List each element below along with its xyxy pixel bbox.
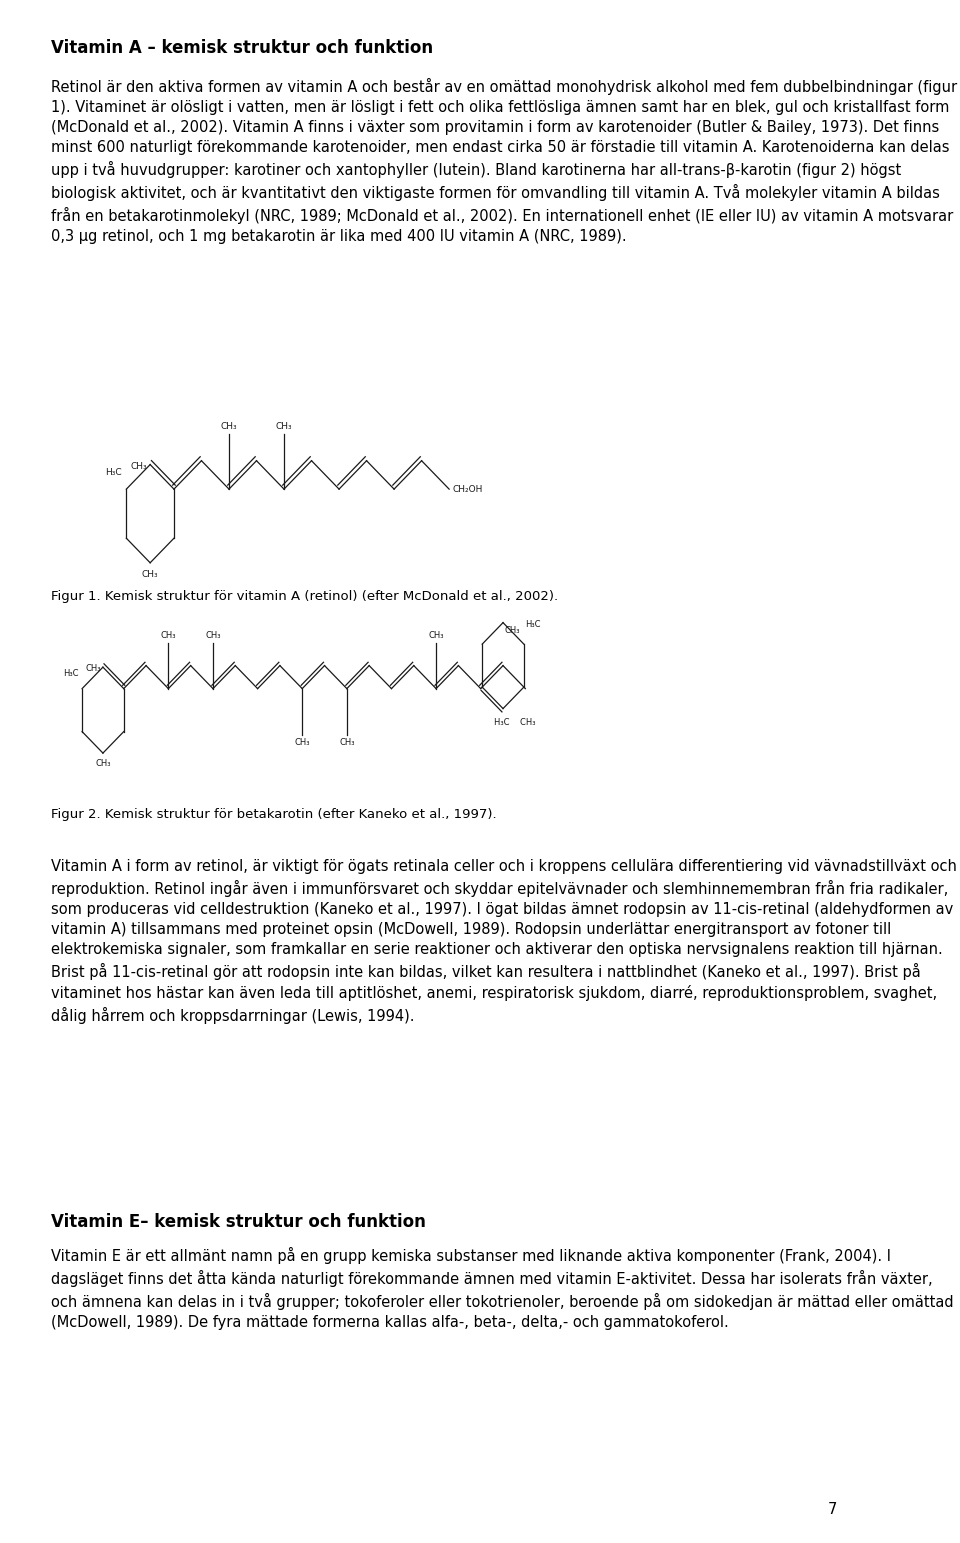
Text: H₃C: H₃C [63, 668, 79, 677]
Text: CH₃: CH₃ [428, 631, 444, 639]
Text: H₃C: H₃C [525, 620, 541, 630]
Text: CH₃: CH₃ [504, 626, 519, 634]
Text: CH₃: CH₃ [276, 421, 293, 430]
Text: 7: 7 [828, 1503, 837, 1517]
Text: CH₃: CH₃ [160, 631, 176, 639]
Text: CH₃: CH₃ [295, 738, 310, 747]
Text: Figur 1. Kemisk struktur för vitamin A (retinol) (efter McDonald et al., 2002).: Figur 1. Kemisk struktur för vitamin A (… [52, 591, 559, 603]
Text: Figur 2. Kemisk struktur för betakarotin (efter Kaneko et al., 1997).: Figur 2. Kemisk struktur för betakarotin… [52, 809, 497, 821]
Text: Vitamin A i form av retinol, är viktigt för ögats retinala celler och i kroppens: Vitamin A i form av retinol, är viktigt … [52, 859, 957, 1025]
Text: Vitamin E är ett allmänt namn på en grupp kemiska substanser med liknande aktiva: Vitamin E är ett allmänt namn på en grup… [52, 1247, 954, 1330]
Text: Vitamin E– kemisk struktur och funktion: Vitamin E– kemisk struktur och funktion [52, 1213, 426, 1231]
Text: CH₃: CH₃ [221, 421, 237, 430]
Text: CH₃: CH₃ [131, 461, 147, 471]
Text: CH₃: CH₃ [205, 631, 221, 639]
Text: Vitamin A – kemisk struktur och funktion: Vitamin A – kemisk struktur och funktion [52, 40, 434, 57]
Text: H₃C: H₃C [106, 468, 122, 477]
Text: CH₃: CH₃ [85, 665, 101, 673]
Text: CH₃: CH₃ [95, 759, 110, 768]
Text: CH₃: CH₃ [339, 738, 354, 747]
Text: CH₂OH: CH₂OH [452, 485, 483, 494]
Text: H₃C    CH₃: H₃C CH₃ [494, 717, 536, 727]
Text: Retinol är den aktiva formen av vitamin A och består av en omättad monohydrisk a: Retinol är den aktiva formen av vitamin … [52, 77, 957, 244]
Text: CH₃: CH₃ [142, 571, 158, 580]
